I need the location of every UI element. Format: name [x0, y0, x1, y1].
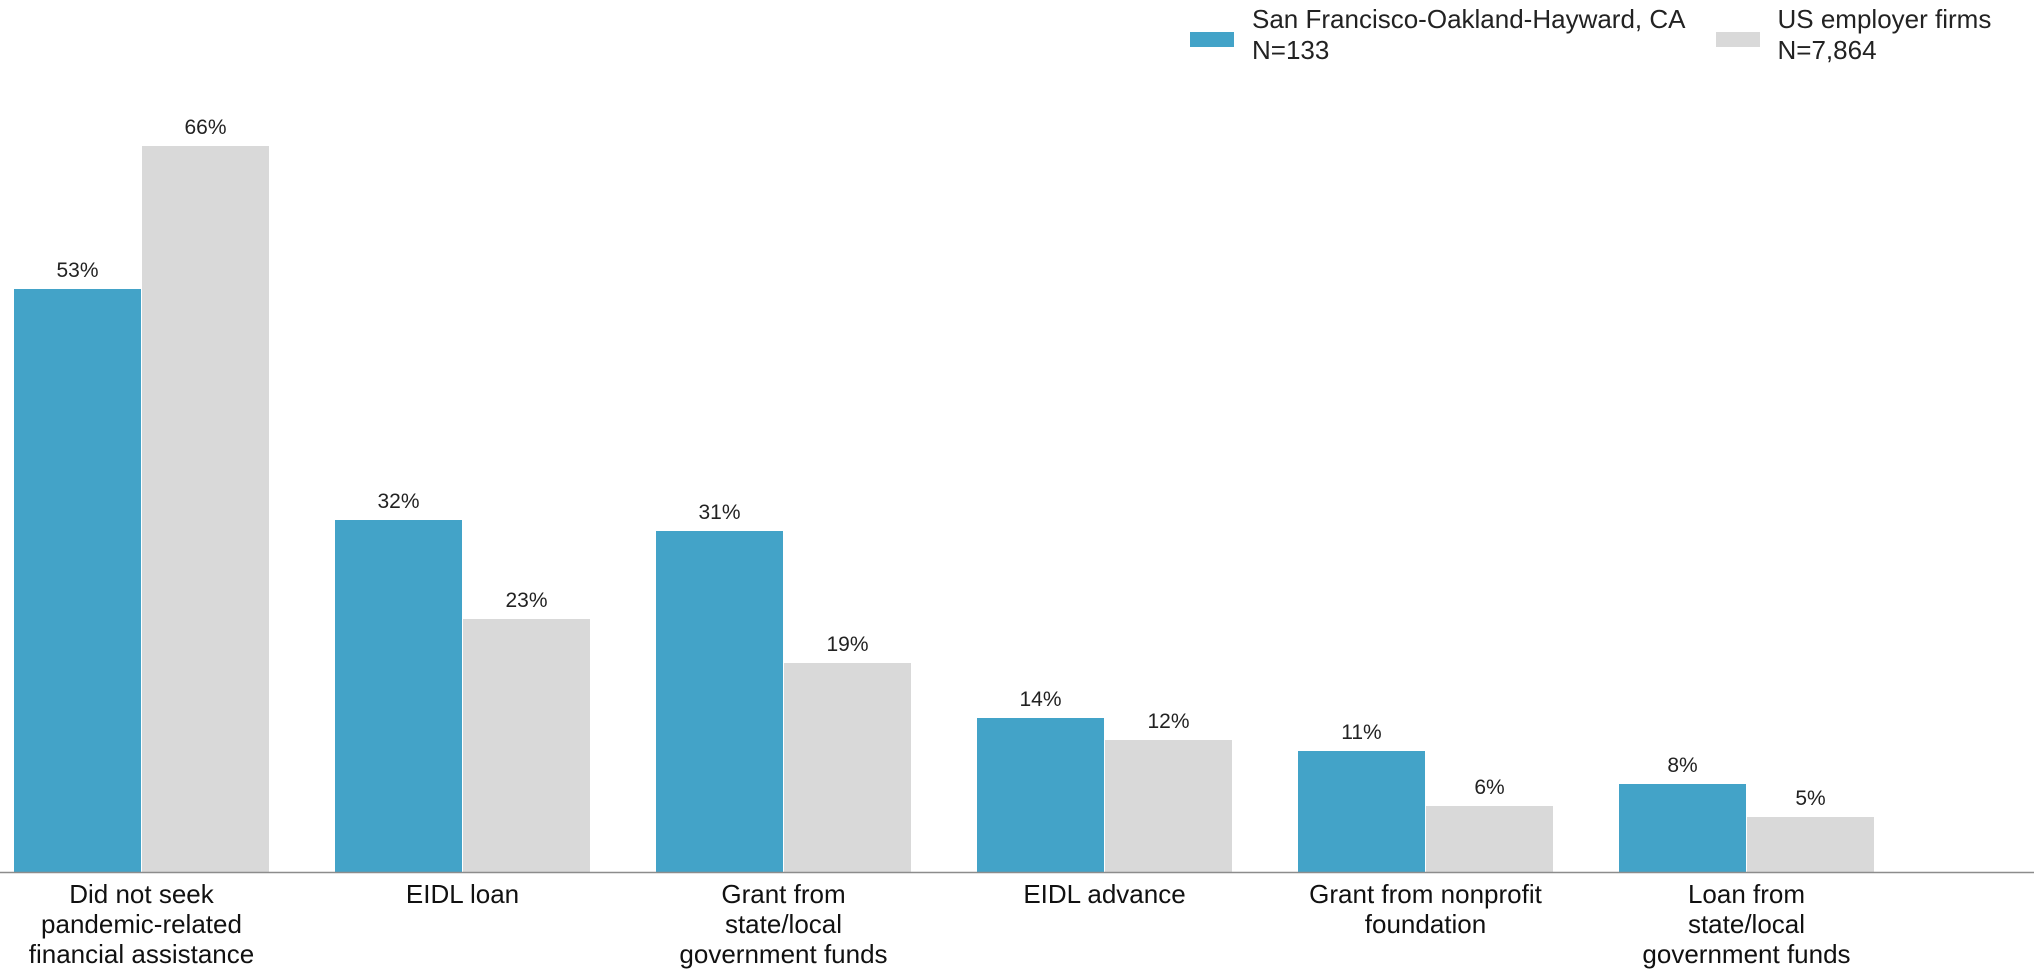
category-label-2-line-1: state/local: [725, 909, 842, 939]
category-label-0-line-1: pandemic-related: [41, 909, 242, 939]
legend-n-sf: N=133: [1252, 35, 1330, 65]
legend-text-us: US employer firms N=7,864: [1778, 4, 1992, 66]
bar-sf-4: [1298, 751, 1425, 872]
category-label-0-line-0: Did not seek: [69, 879, 215, 909]
category-label-4-line-0: Grant from nonprofit: [1309, 879, 1542, 909]
value-label-us-5: 5%: [1795, 787, 1825, 810]
value-label-sf-4: 11%: [1341, 721, 1381, 744]
value-label-us-0: 66%: [184, 116, 226, 139]
legend-label-us: US employer firms: [1777, 4, 1992, 34]
value-label-sf-5: 8%: [1667, 754, 1697, 777]
legend-swatch-us: [1715, 32, 1760, 47]
value-label-sf-1: 32%: [377, 490, 419, 513]
category-label-5-line-1: state/local: [1688, 909, 1805, 939]
legend-text-sf: San Francisco-Oakland-Hayward, CA N=133: [1252, 4, 1686, 66]
category-label-1-line-0: EIDL loan: [406, 879, 519, 909]
bar-us-4: [1426, 806, 1553, 872]
value-label-sf-2: 31%: [698, 501, 740, 524]
bar-sf-2: [656, 531, 783, 872]
legend-n-us: N=7,864: [1777, 35, 1877, 65]
bar-us-1: [463, 619, 590, 872]
category-label-4-line-1: foundation: [1365, 909, 1486, 939]
legend-item-sf: San Francisco-Oakland-Hayward, CA N=133: [1190, 4, 1686, 66]
bar-sf-3: [977, 718, 1104, 872]
bar-sf-5: [1619, 784, 1746, 872]
legend-label-sf: San Francisco-Oakland-Hayward, CA: [1252, 4, 1686, 34]
category-label-2-line-2: government funds: [679, 939, 887, 969]
category-label-0-line-2: financial assistance: [29, 939, 254, 969]
value-label-us-3: 12%: [1147, 710, 1189, 733]
bar-us-2: [784, 663, 911, 872]
bar-us-3: [1105, 740, 1232, 872]
legend: San Francisco-Oakland-Hayward, CA N=133 …: [1190, 4, 1991, 66]
category-label-5-line-0: Loan from: [1688, 879, 1805, 909]
legend-swatch-sf: [1190, 32, 1234, 47]
value-label-us-1: 23%: [505, 589, 547, 612]
category-label-3-line-0: EIDL advance: [1023, 879, 1185, 909]
bar-sf-1: [335, 520, 462, 872]
bar-sf-0: [14, 289, 141, 872]
value-label-sf-0: 53%: [56, 259, 98, 282]
category-label-2-line-0: Grant from: [721, 879, 845, 909]
category-label-5-line-2: government funds: [1642, 939, 1850, 969]
value-label-us-4: 6%: [1474, 776, 1504, 799]
value-label-sf-3: 14%: [1019, 688, 1061, 711]
bar-us-5: [1747, 817, 1874, 872]
legend-item-us: US employer firms N=7,864: [1715, 4, 1992, 66]
bars-group: [14, 146, 1874, 872]
value-labels-group: 53% 66% 32% 23% 31% 19% 14% 12% 11% 6% 8% 5%: [56, 116, 1825, 810]
bar-us-0: [142, 146, 269, 872]
value-label-us-2: 19%: [826, 633, 868, 656]
